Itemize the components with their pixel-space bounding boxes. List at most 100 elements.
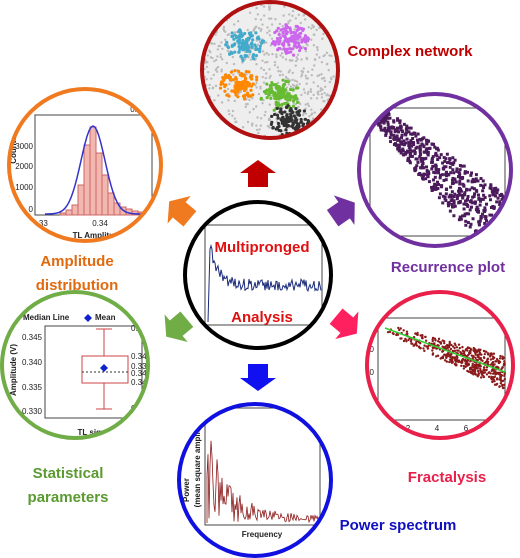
scatter-dot — [461, 357, 465, 361]
rp-dot — [450, 190, 454, 194]
node-dot — [202, 6, 203, 9]
rp-dot — [383, 129, 387, 133]
rp-dot — [381, 108, 385, 111]
node-dot — [238, 73, 242, 77]
node-dot — [310, 27, 313, 30]
node-dot — [311, 117, 315, 120]
node-dot — [237, 69, 241, 74]
rp-dot — [424, 156, 428, 160]
node-dot — [325, 94, 328, 97]
y-tick-label: 0.340 — [22, 358, 43, 367]
rp-dot — [496, 236, 500, 239]
rp-dot — [503, 236, 507, 239]
hist-bar — [71, 204, 79, 216]
rp-dot — [392, 126, 396, 130]
arrow — [164, 311, 194, 343]
node-dot — [296, 53, 300, 56]
node-dot — [206, 70, 210, 74]
node-dot — [290, 34, 294, 38]
node-dot — [306, 92, 310, 96]
rp-dot — [434, 187, 438, 191]
rp-dot — [408, 153, 412, 157]
node-dot — [215, 58, 218, 62]
node-dot — [299, 21, 302, 25]
rp-dot — [395, 126, 399, 130]
rp-dot — [444, 173, 448, 177]
node-dot — [287, 77, 290, 81]
scatter-dot — [431, 338, 434, 341]
rp-dot — [372, 116, 376, 120]
node-dot — [278, 86, 282, 90]
center-title: Multipronged — [215, 239, 310, 256]
scatter-dot — [471, 362, 474, 366]
rp-dot — [421, 177, 425, 181]
node-dot — [326, 124, 329, 127]
rp-dot — [430, 185, 434, 189]
node-dot — [209, 2, 212, 4]
rp-dot — [375, 108, 379, 112]
rp-dot — [412, 149, 416, 153]
x-axis-title: Frequency — [242, 530, 283, 539]
rp-dot — [449, 193, 453, 197]
rp-dot — [382, 117, 386, 121]
rp-dot — [399, 124, 403, 128]
node-dot — [311, 135, 315, 138]
rp-dot — [492, 236, 496, 239]
rp-dot — [490, 236, 494, 239]
rp-dot — [500, 229, 504, 233]
rp-dot — [490, 236, 494, 239]
node-dot — [299, 120, 303, 124]
node-dot — [272, 112, 277, 117]
y-axis-title: Power — [182, 478, 191, 502]
scatter-dot — [453, 346, 456, 350]
node-dot — [326, 8, 329, 11]
node-dot — [264, 76, 267, 80]
node-dot — [200, 132, 202, 134]
rp-dot — [443, 195, 447, 199]
scatter-dot — [441, 355, 444, 359]
rp-dot — [492, 236, 496, 239]
rp-dot — [454, 180, 458, 184]
node-dot — [293, 79, 297, 82]
node-dot — [257, 92, 261, 96]
rp-dot — [430, 167, 434, 171]
node-label: Fractalysis — [408, 469, 486, 486]
scatter-dot — [447, 345, 451, 349]
node-dot — [322, 121, 326, 125]
scatter-dot — [481, 372, 484, 375]
node-dot — [328, 94, 331, 97]
scatter-dot — [472, 372, 475, 375]
rp-dot — [447, 173, 451, 177]
rp-dot — [463, 170, 467, 174]
y-tick-label: 0 — [29, 205, 34, 214]
scatter-dot — [479, 376, 483, 379]
node-dot — [217, 94, 220, 97]
rp-dot — [402, 139, 406, 143]
rp-dot — [492, 187, 496, 191]
node-dot — [288, 69, 292, 72]
node-dot — [312, 93, 315, 97]
rp-dot — [384, 133, 388, 137]
rp-dot — [455, 167, 459, 171]
node-dot — [262, 14, 266, 17]
rp-dot — [418, 144, 422, 148]
scatter-dot — [501, 366, 504, 369]
rp-dot — [488, 198, 492, 202]
node-dot — [219, 53, 222, 56]
node-dot — [301, 124, 305, 128]
scatter-dot — [461, 345, 464, 349]
rp-dot — [404, 151, 408, 155]
rp-dot — [433, 175, 437, 179]
node-dot — [244, 105, 248, 109]
rp-dot — [434, 153, 438, 157]
node-dot — [216, 65, 220, 69]
node-dot — [266, 124, 270, 128]
node-dot — [335, 16, 338, 19]
scatter-dot — [465, 363, 468, 366]
node-dot — [246, 102, 249, 106]
node-dot — [303, 40, 308, 44]
rp-dot — [399, 128, 403, 132]
rp-dot — [386, 123, 390, 127]
node-dot — [284, 32, 288, 36]
